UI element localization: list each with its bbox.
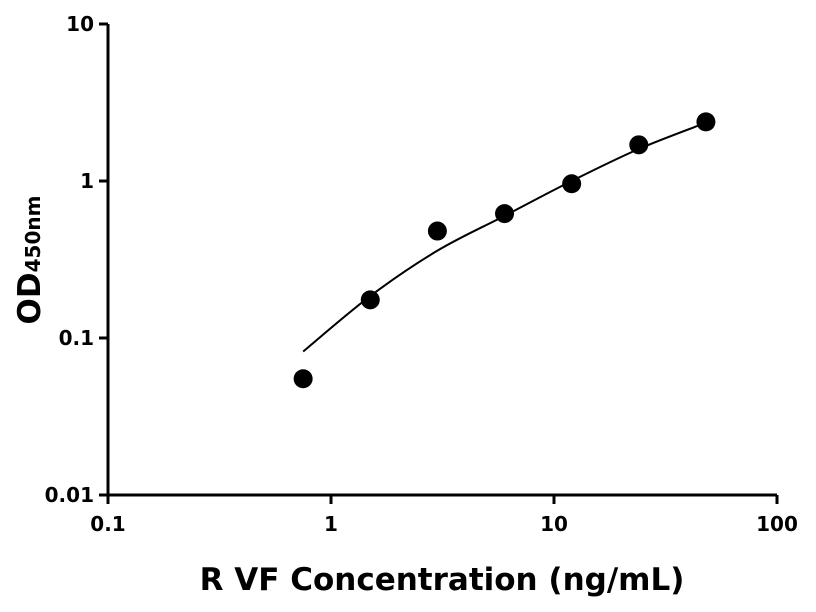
y-tick-label: 10 <box>66 12 94 36</box>
x-tick-label: 10 <box>540 512 568 536</box>
data-point <box>427 221 447 241</box>
y-tick-label: 0.1 <box>59 326 94 350</box>
x-tick-label: 1 <box>324 512 338 536</box>
data-point <box>360 290 380 310</box>
fit-curve <box>302 121 707 353</box>
y-tick-label: 0.01 <box>45 483 94 507</box>
x-axis-label: R VF Concentration (ng/mL) <box>200 562 685 598</box>
y-axis-label-subscript: 450nm <box>21 196 45 273</box>
data-point <box>696 112 716 132</box>
x-tick-label: 100 <box>756 512 798 536</box>
x-tick-label: 0.1 <box>90 512 125 536</box>
y-tick-label: 1 <box>80 169 94 193</box>
y-axis-label-main: OD <box>12 272 48 324</box>
y-axis-label: OD450nm <box>12 196 48 325</box>
data-point <box>293 369 313 389</box>
data-point <box>629 135 649 155</box>
